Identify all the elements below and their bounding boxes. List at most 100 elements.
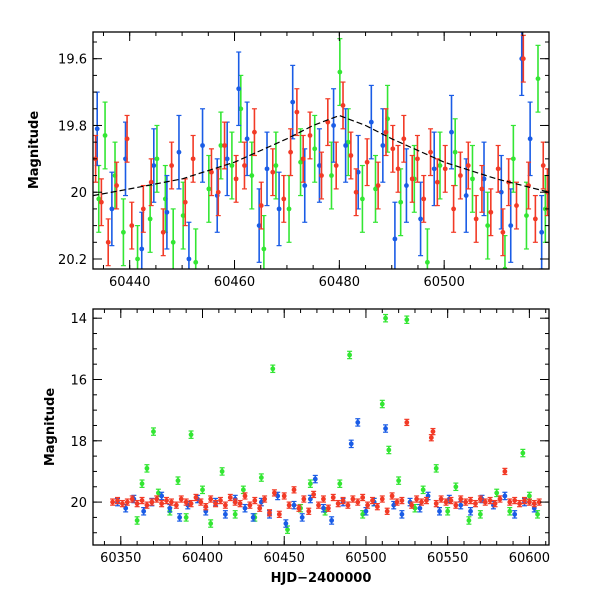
top-green-data-point — [359, 164, 365, 233]
bottom-green-data-point — [144, 464, 150, 473]
bottom-blue-data-point — [159, 491, 165, 501]
bottom-red-data-point — [526, 498, 532, 506]
bottom-green-data-point — [453, 482, 459, 492]
bottom-series-layer — [110, 313, 542, 534]
top-red-data-point — [340, 81, 346, 130]
bottom-red-data-point — [198, 498, 204, 506]
bottom-green-data-point — [337, 479, 343, 488]
bottom-panel-full-light-curve: 60350 60400 60450 60500 60550 60600 14 16 18 20 M… — [43, 308, 550, 586]
top-red-data-point — [233, 154, 239, 203]
bottom-red-data-point — [296, 504, 302, 512]
top-blue-data-point — [109, 171, 115, 247]
bottom-red-data-point — [110, 498, 116, 506]
top-blue-data-point — [343, 108, 349, 183]
bottom-x-tick-label: 60450 — [264, 551, 305, 566]
top-axes: 60440 60460 60480 60500 19.6 19.8 20 20.2 — [58, 32, 550, 290]
top-x-tick-label: 60480 — [319, 275, 360, 290]
bottom-green-data-point — [420, 485, 426, 495]
top-blue-data-point — [331, 88, 337, 163]
bottom-red-data-point — [487, 496, 493, 505]
bottom-red-data-point — [129, 495, 135, 503]
bottom-red-data-point — [316, 501, 322, 509]
bottom-red-data-point — [497, 495, 503, 503]
top-red-data-point — [160, 208, 166, 257]
bottom-red-data-point — [188, 499, 194, 508]
bottom-x-tick-label: 60550 — [427, 551, 468, 566]
bottom-x-tick-label: 60400 — [182, 551, 223, 566]
bottom-red-data-point — [419, 498, 425, 506]
top-red-data-point — [500, 208, 506, 257]
top-red-data-point — [124, 114, 130, 163]
bottom-red-data-point — [428, 434, 434, 442]
bottom-blue-data-point — [242, 503, 248, 513]
bottom-red-data-point — [149, 498, 155, 506]
top-blue-data-point — [403, 148, 409, 223]
top-red-data-point — [409, 154, 415, 203]
top-red-data-point — [520, 34, 526, 83]
bottom-blue-data-point — [468, 507, 474, 516]
top-green-data-point — [337, 38, 343, 107]
bottom-red-data-point — [320, 495, 326, 503]
bottom-red-data-point — [379, 495, 385, 503]
bottom-red-data-point — [477, 495, 483, 503]
bottom-red-data-point — [168, 498, 174, 506]
bottom-red-data-point — [512, 496, 518, 505]
top-blue-data-point — [539, 194, 545, 269]
bottom-red-data-point — [271, 489, 277, 497]
top-red-data-point — [215, 168, 221, 217]
bottom-red-data-point — [350, 495, 356, 503]
bottom-blue-data-point — [312, 474, 318, 484]
top-y-tick-label: 19.6 — [58, 53, 87, 68]
bottom-red-data-point — [472, 499, 478, 508]
bottom-red-data-point — [124, 498, 130, 506]
top-y-tick-label: 20 — [70, 186, 87, 201]
bottom-green-data-point — [219, 467, 225, 476]
top-blue-data-point — [200, 108, 206, 183]
bottom-red-data-point — [311, 490, 317, 499]
top-red-data-point — [451, 184, 457, 233]
bottom-red-data-point — [144, 501, 150, 509]
bottom-green-data-point — [270, 364, 276, 374]
bottom-blue-data-point — [177, 513, 183, 522]
top-red-data-point — [364, 138, 370, 187]
bottom-blue-data-point — [436, 507, 442, 516]
bottom-green-data-point — [396, 476, 402, 485]
top-blue-data-point — [481, 141, 487, 217]
top-red-data-point — [353, 168, 359, 217]
bottom-red-data-point — [482, 498, 488, 506]
bottom-red-data-point — [213, 499, 219, 508]
top-green-data-point — [510, 124, 516, 193]
bottom-blue-data-point — [250, 513, 256, 522]
bottom-y-tick-label: 14 — [70, 312, 87, 327]
bottom-red-data-point — [276, 510, 282, 519]
top-green-data-point — [218, 111, 224, 180]
top-red-data-point — [401, 114, 407, 163]
top-blue-data-point — [186, 221, 192, 269]
bottom-red-data-point — [453, 501, 459, 509]
top-red-data-point — [222, 121, 228, 170]
top-green-data-point — [452, 118, 458, 187]
top-model-curve — [93, 114, 549, 197]
bottom-y-tick-label: 16 — [70, 373, 87, 388]
bottom-red-data-point — [448, 496, 454, 505]
bottom-red-data-point — [355, 498, 361, 506]
bottom-x-tick-label: 60350 — [100, 551, 141, 566]
bottom-red-data-point — [517, 499, 523, 508]
bottom-red-data-point — [468, 496, 474, 505]
top-red-data-point — [479, 164, 485, 213]
bottom-green-data-point — [347, 350, 353, 360]
bottom-axes: 60350 60400 60450 60500 60550 60600 14 16 18 20 — [70, 309, 550, 566]
bottom-green-data-point — [307, 479, 313, 488]
bottom-red-data-point — [164, 496, 170, 505]
top-red-data-point — [182, 178, 188, 227]
top-green-data-point — [535, 44, 541, 113]
top-red-data-point — [140, 184, 146, 233]
bottom-green-data-point — [134, 516, 140, 525]
top-red-data-point — [325, 98, 331, 147]
bottom-green-data-point — [183, 513, 189, 522]
top-y-tick-label: 20.2 — [58, 253, 87, 268]
top-red-data-point — [241, 141, 247, 190]
top-red-data-point — [281, 174, 287, 223]
bottom-red-data-point — [154, 495, 160, 503]
top-red-data-point — [208, 148, 214, 197]
